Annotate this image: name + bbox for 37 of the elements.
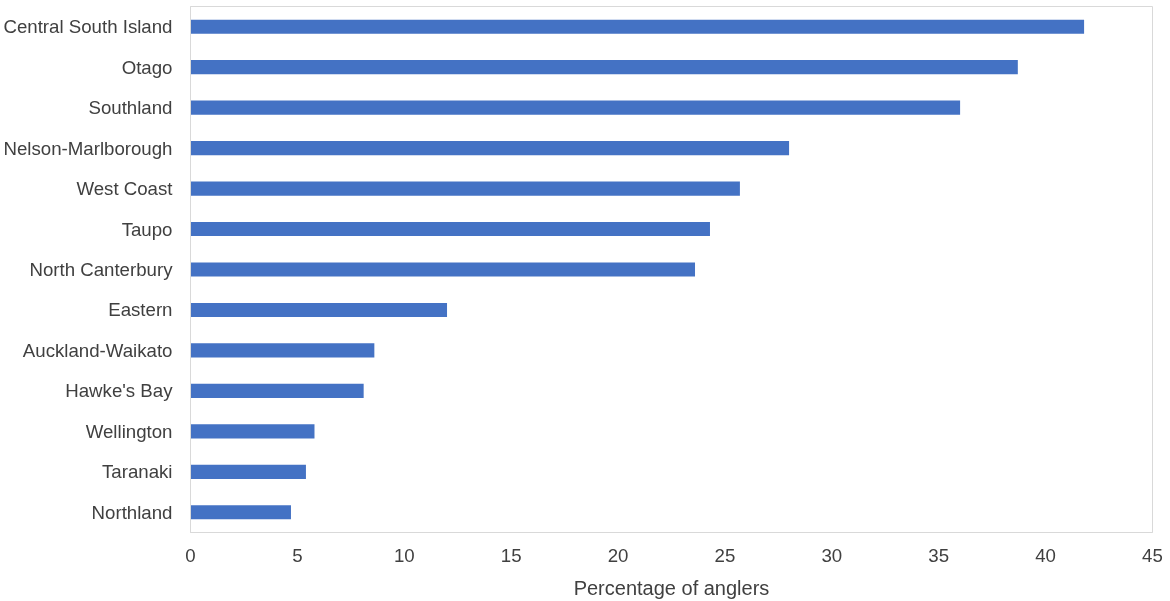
x-tick-label: 40 (1035, 544, 1056, 566)
x-tick-label: 30 (821, 544, 843, 566)
y-tick-label: Eastern (108, 299, 173, 321)
bar (190, 181, 740, 196)
x-tick-label: 0 (185, 544, 196, 566)
bar (190, 383, 364, 398)
y-tick-label: Southland (88, 97, 173, 119)
x-tick-label: 45 (1142, 544, 1163, 566)
y-tick-label: Wellington (85, 420, 173, 442)
bar (190, 505, 291, 520)
x-axis-title: Percentage of anglers (573, 576, 770, 599)
y-tick-label: West Coast (76, 178, 174, 200)
x-tick-label: 5 (292, 544, 303, 566)
y-tick-label: Nelson-Marlborough (3, 137, 173, 159)
x-tick-label: 20 (607, 544, 629, 566)
y-tick-label: North Canterbury (29, 259, 174, 280)
x-tick-label: 25 (714, 544, 736, 566)
bar (190, 302, 448, 318)
bar (190, 100, 961, 115)
bar (190, 464, 306, 479)
bar (190, 424, 315, 439)
y-tick-label: Taupo (121, 218, 173, 240)
x-tick-label: 10 (393, 544, 415, 566)
x-tick-label: 35 (928, 544, 950, 566)
y-tick-label: Northland (91, 501, 173, 523)
y-tick-label: Taranaki (101, 461, 173, 483)
bar (190, 141, 790, 156)
y-tick-label: Auckland-Waikato (22, 339, 173, 361)
bar (190, 60, 1018, 75)
bar (190, 19, 1085, 34)
bar (190, 221, 710, 237)
bar (190, 343, 375, 358)
y-tick-label: Otago (121, 56, 173, 78)
y-tick-label: Hawke's Bay (65, 380, 174, 402)
x-tick-label: 15 (500, 544, 522, 566)
y-tick-label: Central South Island (3, 16, 173, 38)
bar (190, 262, 696, 277)
